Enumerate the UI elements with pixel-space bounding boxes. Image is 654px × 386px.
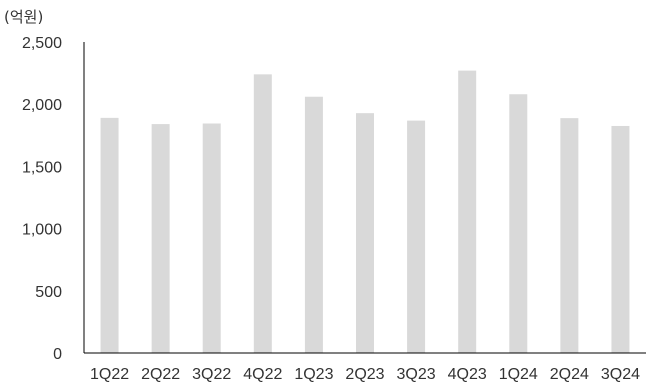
y-tick-label: 0 <box>53 346 62 363</box>
y-tick-label: 1,500 <box>22 159 62 176</box>
x-tick-label: 1Q23 <box>294 366 333 383</box>
y-tick-label: 500 <box>35 284 62 301</box>
bar <box>458 70 477 353</box>
bar <box>509 94 528 354</box>
y-tick-label: 2,500 <box>22 35 62 52</box>
bar <box>611 125 630 353</box>
bar <box>560 118 579 353</box>
x-tick-label: 3Q22 <box>192 366 231 383</box>
bar <box>356 113 374 353</box>
x-tick-label: 3Q23 <box>397 366 436 383</box>
x-axis-tick-labels: 1Q22 2Q22 3Q22 4Q22 1Q23 2Q23 3Q23 4Q23 1Q24 2Q24… <box>90 366 640 383</box>
x-tick-label: 3Q24 <box>601 366 640 383</box>
bar <box>304 96 323 354</box>
y-tick-label: 1,000 <box>22 222 62 239</box>
bar <box>151 124 170 353</box>
x-tick-label: 2Q23 <box>345 366 384 383</box>
y-tick-label: 2,000 <box>22 97 62 114</box>
y-axis-tick-labels: 0 500 1,000 1,500 2,000 2,500 <box>22 35 62 363</box>
y-axis-unit-label: (억원) <box>4 8 43 26</box>
bar-series <box>100 70 630 354</box>
x-tick-label: 2Q22 <box>141 366 180 383</box>
x-tick-label: 1Q24 <box>499 366 538 383</box>
x-tick-label: 4Q22 <box>243 366 282 383</box>
bar <box>100 117 119 353</box>
x-tick-label: 4Q23 <box>448 366 487 383</box>
bar <box>407 120 426 354</box>
x-tick-label: 1Q22 <box>90 366 129 383</box>
bar <box>253 74 272 354</box>
bar <box>202 123 221 354</box>
x-tick-label: 2Q24 <box>550 366 589 383</box>
